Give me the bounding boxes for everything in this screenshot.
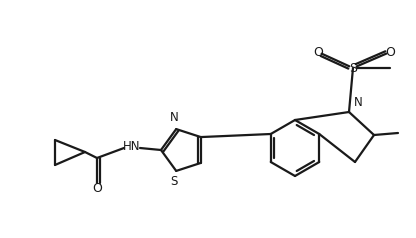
Text: O: O xyxy=(385,45,395,59)
Text: S: S xyxy=(171,175,178,188)
Text: O: O xyxy=(92,182,102,194)
Text: N: N xyxy=(354,96,363,109)
Text: N: N xyxy=(170,111,178,124)
Text: S: S xyxy=(349,61,357,74)
Text: O: O xyxy=(313,45,323,59)
Text: HN: HN xyxy=(123,139,141,153)
